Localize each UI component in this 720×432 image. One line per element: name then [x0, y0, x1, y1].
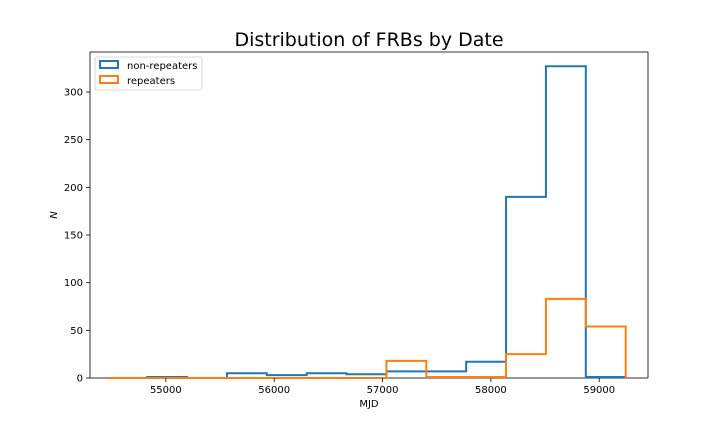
legend-box [94, 56, 203, 91]
legend-label-repeaters: repeaters [127, 76, 175, 87]
y-tick-label: 200 [64, 183, 83, 194]
y-tick-label: 0 [77, 374, 83, 385]
x-axis: 55000 56000 57000 58000 59000 [150, 378, 615, 396]
plot-area [89, 51, 649, 379]
x-tick-label: 57000 [367, 385, 399, 396]
x-tick-label: 59000 [583, 385, 615, 396]
legend-swatch-repeaters [99, 75, 119, 84]
y-tick-label: 300 [64, 88, 83, 99]
x-tick-label: 55000 [150, 385, 182, 396]
x-axis-title: MJD [359, 399, 379, 410]
series-layer [107, 65, 627, 379]
y-tick-label: 100 [64, 278, 83, 289]
x-tick-label: 58000 [475, 385, 507, 396]
y-tick-label: 150 [64, 231, 83, 242]
y-axis-title: N [49, 211, 60, 219]
y-tick-label: 50 [70, 326, 83, 337]
legend: non-repeaters repeaters [94, 56, 203, 91]
y-axis: 0 50 100 150 200 250 300 [64, 88, 90, 385]
histogram-series-repeaters [107, 297, 627, 379]
chart-title: Distribution of FRBs by Date [234, 29, 503, 51]
legend-label-non-repeaters: non-repeaters [127, 61, 197, 72]
x-tick-label: 56000 [258, 385, 290, 396]
legend-swatch-non-repeaters [99, 60, 119, 69]
y-tick-label: 250 [64, 135, 83, 146]
